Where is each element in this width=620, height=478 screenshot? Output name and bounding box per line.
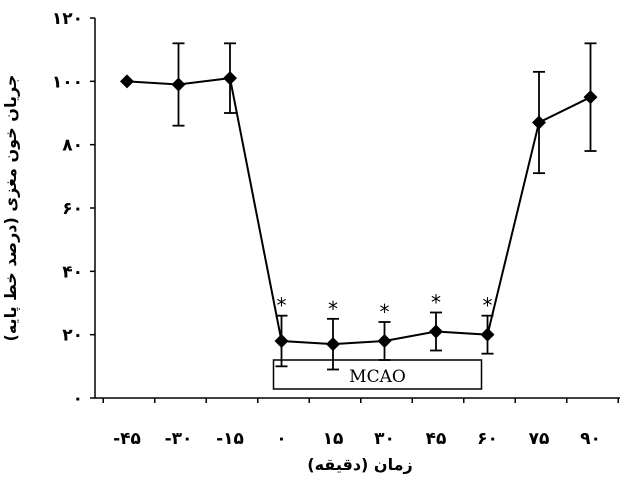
significance-star: *	[380, 300, 390, 324]
y-tick-label: ۰	[73, 389, 83, 409]
y-tick-label: ۴۰	[62, 262, 83, 282]
x-tick-label: -۳۰	[165, 429, 193, 449]
x-axis-ticks: -۴۵ -۳۰ -۱۵ ۰ ۱۵ ۳۰ ۴۵ ۶۰ ۷۵ ۹۰	[102, 398, 619, 449]
x-tick-label: ۹۰	[580, 429, 601, 449]
mcao-annotation: MCAO	[272, 359, 483, 390]
data-point-marker	[274, 334, 289, 348]
significance-markers: * * * * *	[277, 291, 493, 325]
data-point-marker	[326, 337, 340, 352]
mcao-label: MCAO	[349, 367, 406, 387]
data-point-marker	[480, 327, 495, 342]
data-point-marker	[429, 324, 443, 339]
y-tick-label: ۸۰	[62, 136, 83, 156]
x-tick-label: ۴۵	[426, 429, 447, 449]
x-tick-label: ۱۵	[323, 429, 344, 449]
y-tick-label: ۱۲۰	[52, 9, 83, 29]
data-point-marker	[223, 71, 237, 86]
x-tick-label: -۴۵	[113, 429, 141, 449]
significance-star: *	[277, 294, 287, 318]
significance-star: *	[431, 291, 441, 315]
mcao-box	[272, 359, 483, 390]
x-tick-label: ۷۵	[529, 429, 550, 449]
series-path	[126, 77, 591, 346]
x-tick-label: -۱۵	[216, 429, 244, 449]
y-tick-label: ۲۰	[62, 326, 83, 346]
y-axis-title: جریان خون مغزی (درصد خط پایه)	[1, 75, 21, 342]
data-point-marker	[583, 90, 598, 105]
data-point-marker	[120, 74, 134, 89]
data-point-marker	[171, 77, 186, 92]
x-tick-label: ۶۰	[477, 429, 498, 449]
y-tick-label: ۱۰۰	[52, 72, 83, 92]
significance-star: *	[483, 294, 493, 318]
series-line	[120, 71, 598, 352]
data-point-marker	[532, 115, 546, 130]
significance-star: *	[328, 297, 338, 321]
chart-axes	[94, 18, 620, 399]
y-axis-ticks: ۰ ۲۰ ۴۰ ۶۰ ۸۰ ۱۰۰ ۱۲۰	[52, 9, 95, 409]
x-axis-title: زمان (دقیقه)	[307, 455, 412, 474]
data-point-marker	[377, 334, 392, 348]
x-tick-label: ۳۰	[374, 429, 395, 449]
y-tick-label: ۶۰	[62, 199, 83, 219]
x-tick-label: ۰	[276, 429, 286, 449]
